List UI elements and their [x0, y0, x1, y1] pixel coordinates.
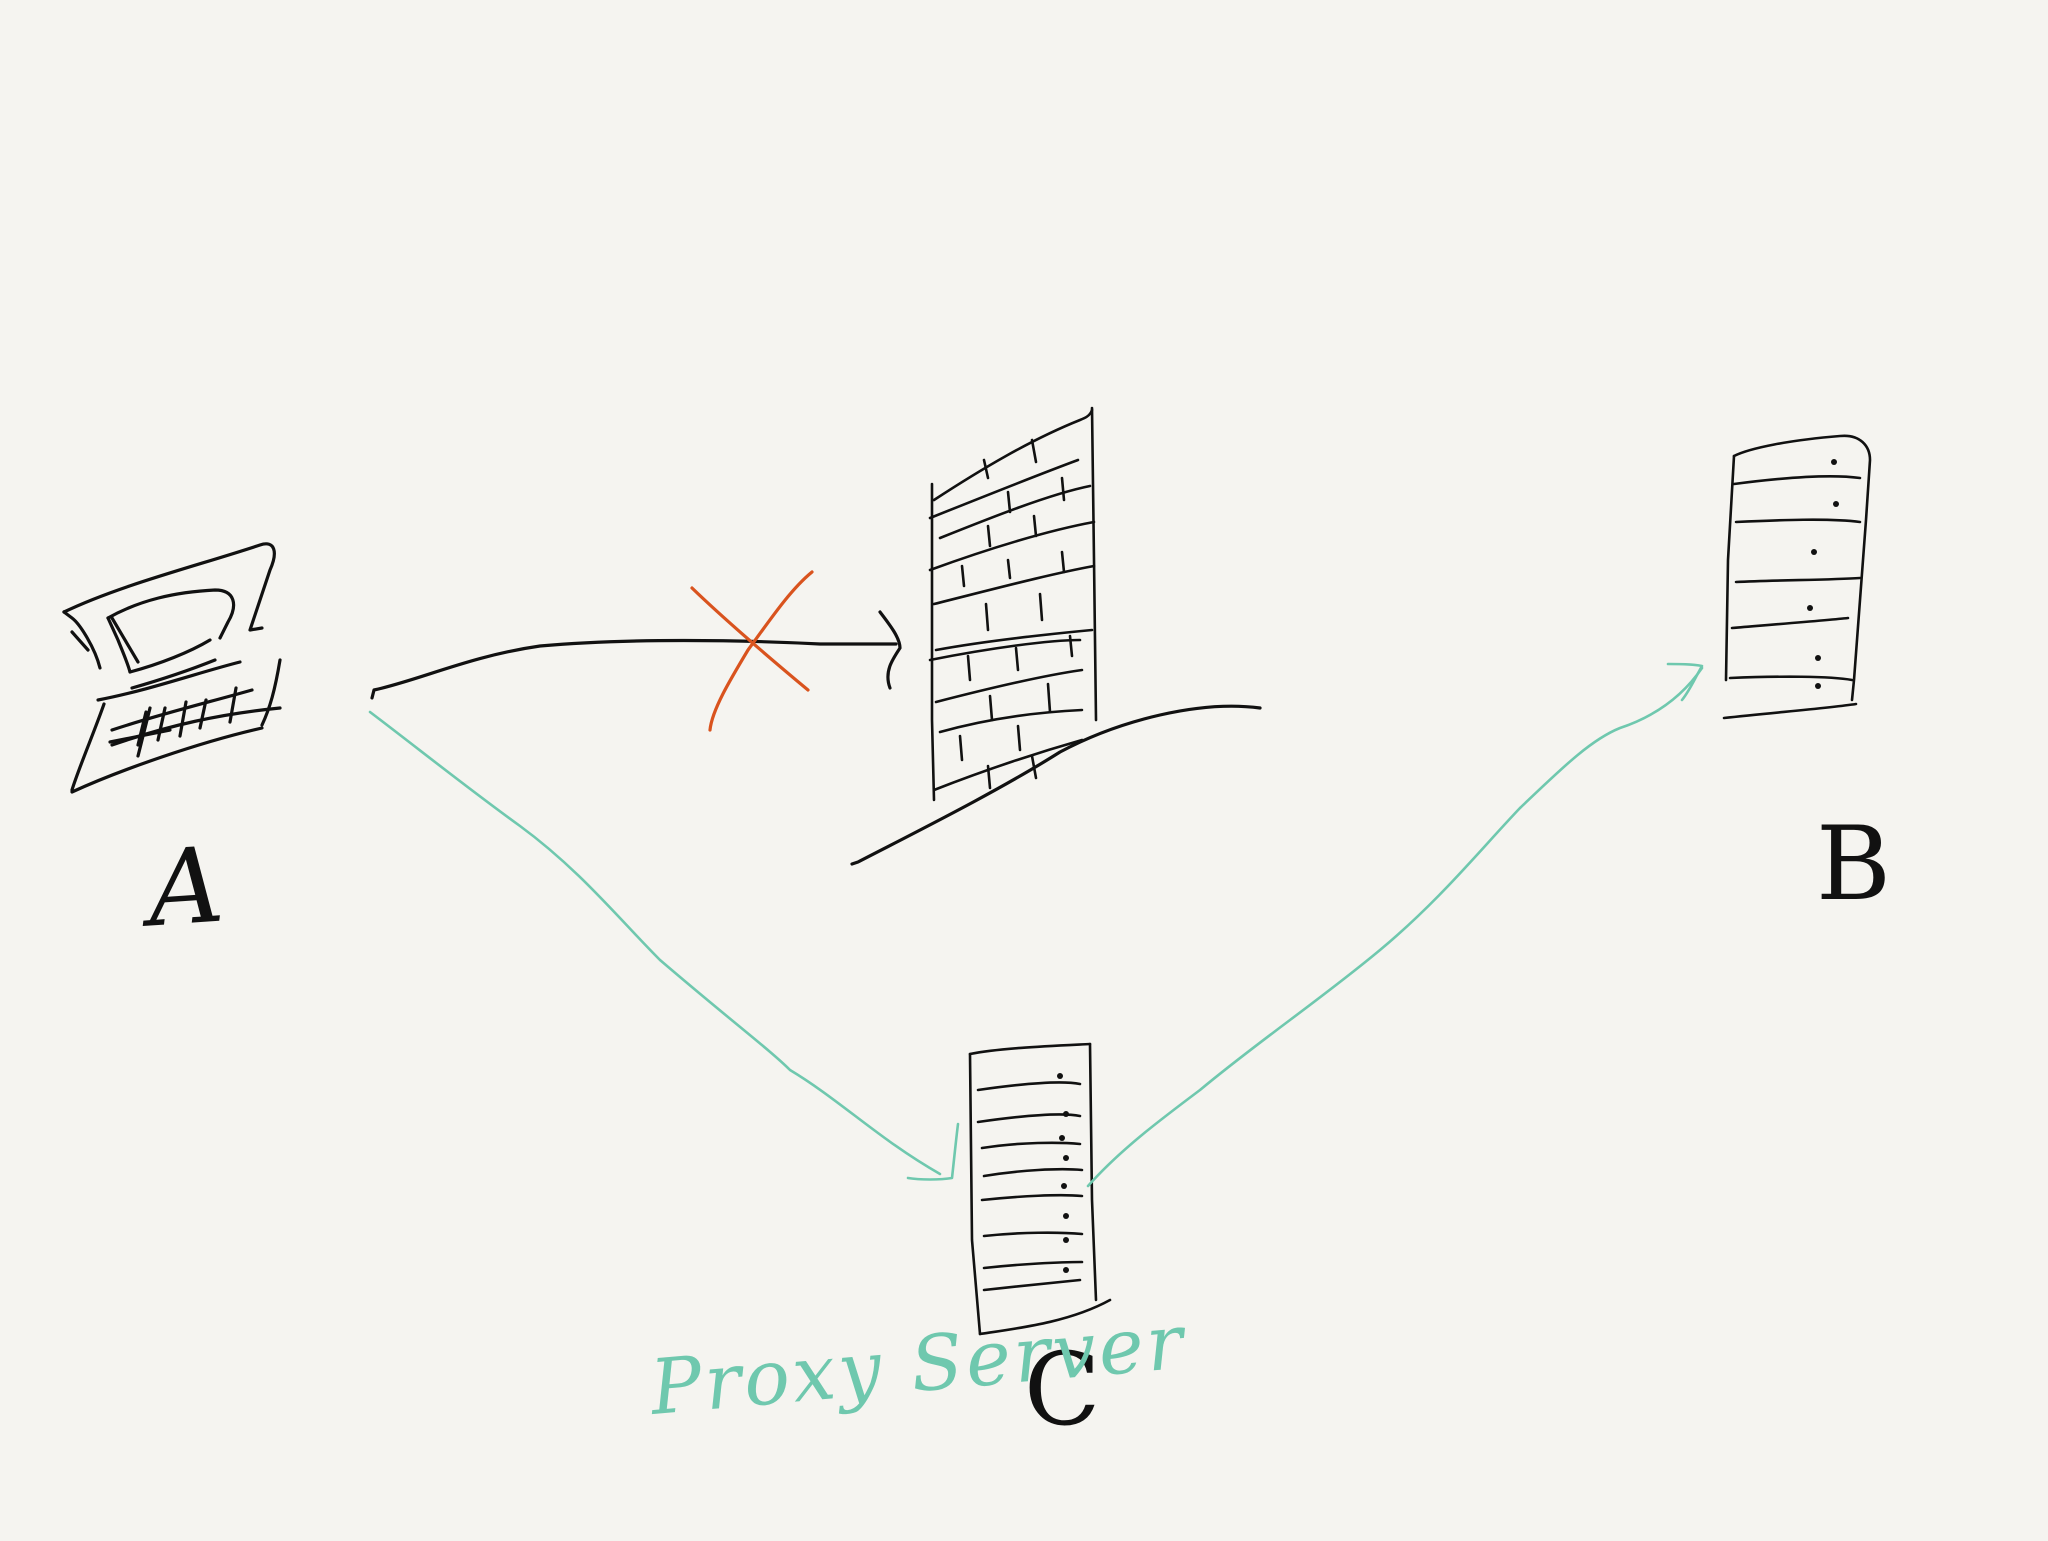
server-b-dots	[1807, 459, 1839, 689]
laptop-icon	[62, 542, 282, 794]
blocked-path-arrow	[370, 610, 902, 700]
brick-wall-icon	[928, 406, 1098, 802]
node-b-label: B	[1816, 805, 1891, 924]
ground-line	[850, 704, 1262, 866]
x-mark-icon	[690, 570, 814, 732]
server-rack-icon	[968, 1042, 1112, 1336]
server-rack-icon	[1722, 434, 1872, 720]
server-c-dots	[1057, 1073, 1069, 1273]
node-a-label: A	[143, 823, 228, 951]
node-c-label: C	[1024, 1331, 1101, 1448]
proxy-path-c-to-b	[1086, 662, 1704, 1188]
proxy-path-a-to-c	[368, 710, 960, 1181]
